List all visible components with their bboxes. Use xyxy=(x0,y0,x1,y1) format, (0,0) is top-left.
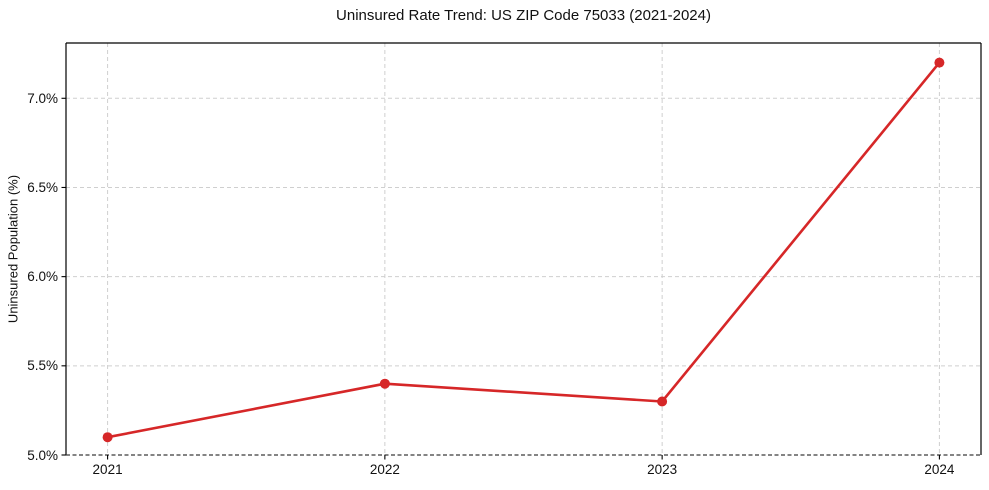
data-point-marker xyxy=(657,396,668,407)
y-tick-label: 5.5% xyxy=(27,358,58,374)
chart-title: Uninsured Rate Trend: US ZIP Code 75033 … xyxy=(336,7,711,24)
trend-line xyxy=(107,61,941,439)
x-tick-label: 2023 xyxy=(647,462,678,477)
y-tick-label: 6.5% xyxy=(27,179,58,195)
x-tick-label: 2022 xyxy=(369,462,400,477)
y-tick-label: 7.0% xyxy=(27,90,58,106)
y-tick-label: 6.0% xyxy=(27,269,58,285)
x-tick-label: 2024 xyxy=(924,462,955,477)
data-point-marker xyxy=(934,57,945,68)
data-point-marker xyxy=(102,432,113,443)
x-tick-label: 2021 xyxy=(92,462,123,477)
data-point-marker xyxy=(379,378,390,389)
y-tick-label: 5.0% xyxy=(27,447,58,463)
